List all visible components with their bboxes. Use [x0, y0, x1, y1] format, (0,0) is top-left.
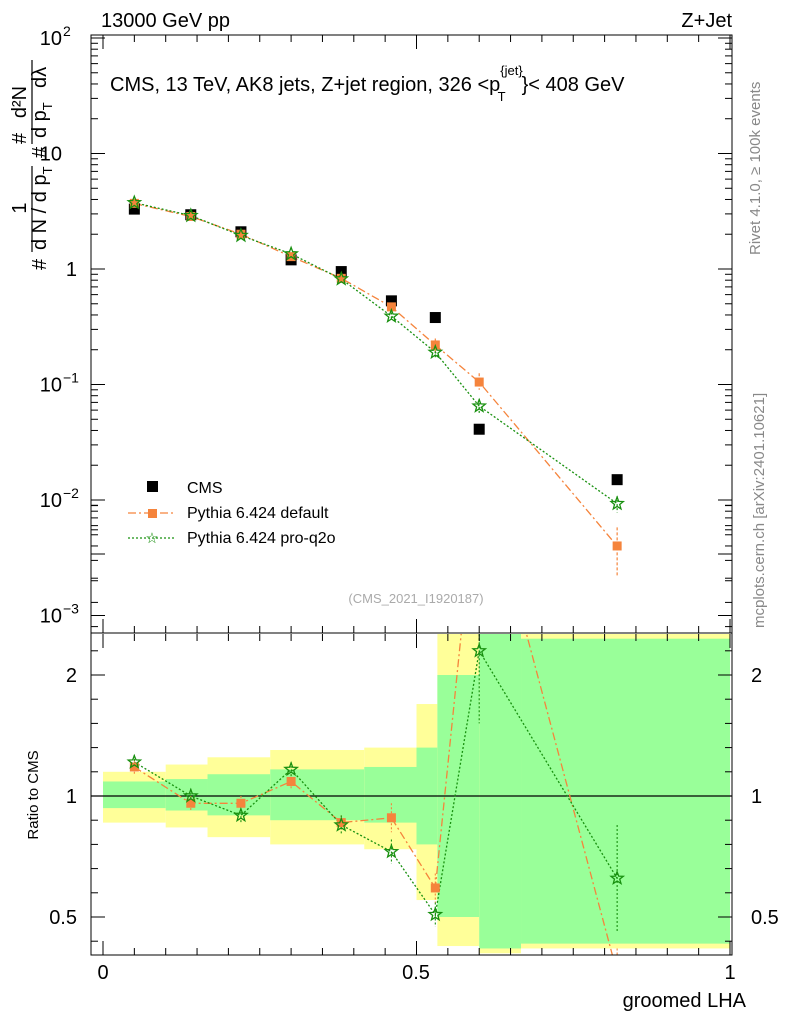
svg-text:d pT: d pT [29, 102, 55, 138]
cms-uncertainty-band-inner [521, 638, 730, 944]
pythia-proq2o-point [609, 495, 626, 511]
cms-data-point [429, 312, 441, 324]
main-ytick-exponent: 2 [63, 23, 71, 39]
pythia-proq2o-point [427, 343, 444, 360]
ratio-point-pythia-default [336, 818, 346, 828]
ratio-plot-area [91, 634, 732, 955]
ratio-point-pythia-proq2o [427, 906, 444, 922]
legend-proq2o-marker: ☆ [145, 530, 158, 547]
ratio-point-pythia-proq2o [383, 843, 400, 859]
legend-default-label: Pythia 6.424 default [187, 505, 329, 522]
pythia-default-point [236, 229, 246, 239]
ratio-ytick-label-left: 2 [66, 665, 77, 687]
ratio-point-pythia-proq2o [471, 642, 488, 658]
cms-data-point [473, 423, 485, 435]
legend-cms-marker [147, 481, 158, 492]
ratio-point-pythia-proq2o [182, 787, 199, 803]
pythia-default-point [336, 273, 346, 283]
pythia-proq2o-point [333, 270, 350, 286]
ratio-point-pythia-proq2o [283, 761, 300, 777]
legend-cms-label: CMS [187, 480, 223, 497]
svg-text:1: 1 [9, 202, 31, 213]
ratio-point-pythia-default [236, 798, 246, 808]
pythia-proq2o-point [182, 207, 199, 223]
pythia-proq2o-point [126, 194, 143, 210]
legend-proq2o-label: Pythia 6.424 pro-q2o [187, 530, 336, 547]
ratio-point-pythia-proq2o [126, 753, 143, 769]
xtick-label: 1 [724, 962, 735, 984]
mcplots-label: mcplots.cern.ch [arXiv:2401.10621] [751, 393, 768, 628]
pythia-proq2o-point [233, 227, 249, 243]
ratio-y-axis-label: Ratio to CMS [25, 750, 42, 839]
pythia-default-point [129, 198, 139, 208]
ratio-point-pythia-proq2o [609, 869, 626, 885]
cms-uncertainty-band-inner [207, 774, 271, 816]
main-ytick-label: 10 [40, 490, 62, 512]
header-right: Z+Jet [681, 10, 732, 32]
svg-text:#: # [29, 146, 51, 158]
pythia-default-point [186, 211, 196, 221]
pythia-proq2o-point [383, 307, 400, 323]
cms-data-point [385, 295, 397, 307]
ratio-point-pythia-default [129, 762, 139, 772]
ratio-ytick-label-left: 0.5 [49, 907, 77, 929]
ratio-plot-panel: Ratio to CMS 2 1 0.5 2 1 0.5 [25, 505, 779, 956]
main-ytick-label: 10 [40, 375, 62, 397]
svg-text:d²N: d²N [9, 86, 31, 118]
ratio-point-pythia-default [430, 883, 440, 893]
header-left: 13000 GeV pp [101, 10, 230, 32]
legend: CMS Pythia 6.424 default ☆ Pythia 6.424 … [128, 480, 336, 547]
plot-title: CMS, 13 TeV, AK8 jets, Z+jet region, 326… [110, 63, 625, 104]
x-axis-label: groomed LHA [623, 990, 747, 1012]
cms-uncertainty-band-inner [103, 781, 166, 809]
ratio-series-group [126, 634, 626, 955]
ratio-point-pythia-proq2o [333, 816, 350, 832]
main-y-axis-label: # 1 d N / d pT # d²N # d pT dλ [9, 60, 55, 270]
cms-data-point [128, 203, 140, 215]
rivet-version-label: Rivet 4.1.0, ≥ 100k events [747, 82, 764, 255]
ratio-point-pythia-proq2o [233, 807, 249, 823]
ratio-point-pythia-default [186, 798, 196, 808]
cms-uncertainty-band-inner [270, 769, 365, 821]
analysis-id: (CMS_2021_I1920187) [348, 591, 483, 606]
ratio-ytick-label-left: 1 [66, 786, 77, 808]
pythia-default-point [474, 377, 484, 387]
main-ytick-exponent: −1 [63, 370, 79, 386]
svg-text:#: # [29, 258, 51, 270]
ratio-ytick-label-right: 0.5 [751, 907, 779, 929]
main-ytick-label: 1 [66, 259, 77, 281]
main-ytick-exponent: −3 [63, 601, 79, 617]
pythia-proq2o-point [283, 245, 300, 261]
main-plot-ticks [91, 35, 732, 633]
ratio-ytick-label-right: 2 [751, 665, 762, 687]
main-ytick-label: 10 [40, 606, 62, 628]
pythia-default-point [386, 302, 396, 312]
main-ytick-label: 10 [40, 144, 62, 166]
cms-data-point [611, 474, 623, 486]
cms-uncertainty-band-inner [479, 634, 522, 949]
pythia-proq2o-point [471, 397, 488, 413]
main-ytick-label: 10 [40, 28, 62, 50]
ratio-ytick-label-right: 1 [751, 786, 762, 808]
main-ytick-exponent: −2 [63, 485, 79, 501]
svg-text:dλ: dλ [29, 67, 51, 88]
main-plot-area [126, 194, 626, 576]
legend-default-marker [148, 509, 157, 518]
svg-text:#: # [9, 132, 31, 144]
ratio-point-pythia-default [386, 813, 396, 823]
xtick-label: 0 [97, 962, 108, 984]
ratio-plot-frame [90, 632, 733, 956]
series-line-pythia-proq2o [134, 202, 618, 505]
ratio-point-pythia-default [286, 776, 296, 786]
ratio-plot-ticks [91, 505, 732, 955]
svg-text:d N / d pT: d N / d pT [29, 166, 55, 250]
pythia-default-point [612, 541, 622, 551]
xtick-label: 0.5 [402, 962, 430, 984]
